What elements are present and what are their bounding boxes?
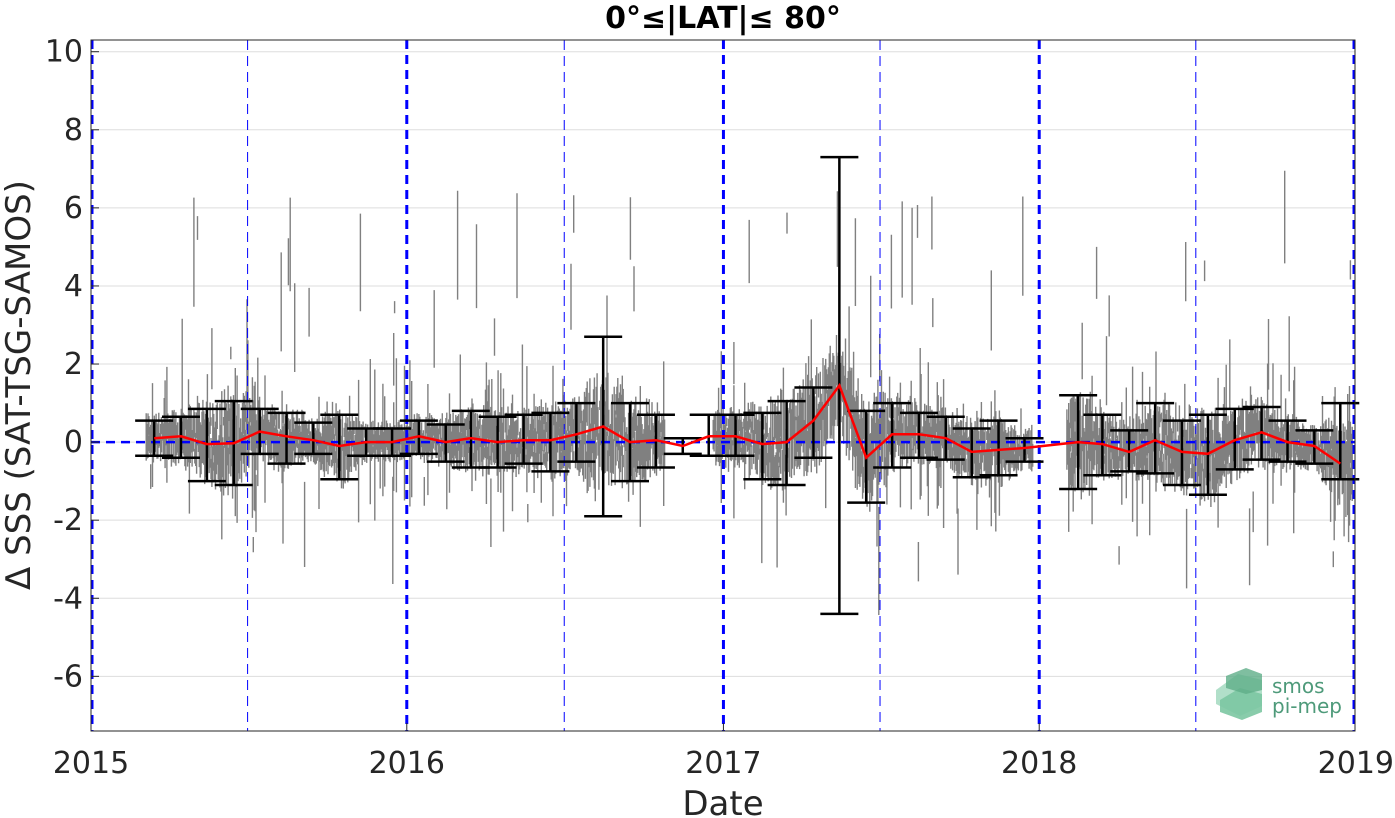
x-tick-label: 2017	[685, 746, 761, 781]
x-tick-label: 2019	[1318, 746, 1394, 781]
smos-pi-mep-logo: smos pi-mep	[1216, 668, 1342, 720]
y-tick-label: 8	[64, 113, 83, 148]
chart-title: 0°≤|LAT|≤ 80°	[605, 1, 841, 36]
y-tick-label: 0	[64, 425, 83, 460]
logo-text-pi-mep: pi-mep	[1272, 694, 1342, 718]
x-axis-ticks: 2015 2016 2017 2018 2019	[53, 723, 1394, 781]
y-tick-label: 6	[64, 191, 83, 226]
y-axis-ticks: 10 8 6 4 2 0 -2 -4 -6	[45, 35, 99, 694]
x-axis-label: Date	[682, 784, 763, 818]
y-tick-label: 2	[64, 347, 83, 382]
x-tick-label: 2018	[1001, 746, 1077, 781]
reference-lines	[90, 40, 1356, 731]
median-series-line	[154, 382, 1342, 465]
median-line	[154, 382, 1342, 465]
y-tick-label: 10	[45, 35, 83, 70]
y-tick-label: -2	[53, 503, 83, 538]
y-tick-label: 4	[64, 269, 83, 304]
y-tick-label: -6	[53, 659, 83, 694]
x-tick-label: 2015	[53, 746, 129, 781]
logo-mark-icon	[1216, 668, 1262, 720]
x-tick-label: 2016	[369, 746, 445, 781]
y-axis-label: Δ SSS (SAT-TSG-SAMOS)	[0, 180, 39, 590]
logo-text-smos: smos	[1272, 674, 1325, 698]
y-tick-label: -4	[53, 581, 83, 616]
